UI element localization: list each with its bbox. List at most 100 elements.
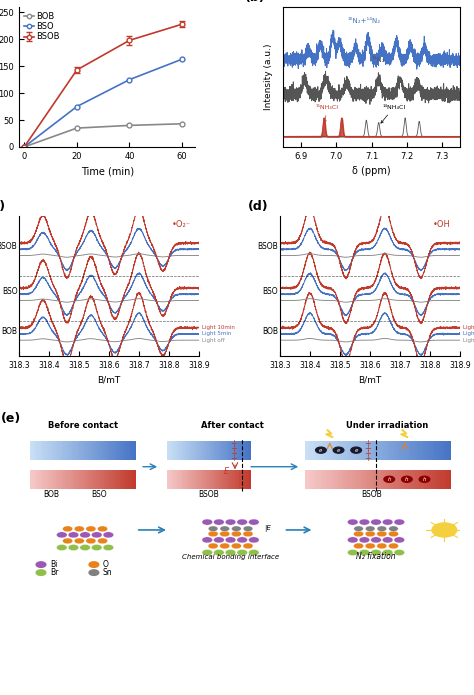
- Text: Light off: Light off: [463, 338, 474, 343]
- Bar: [221, 470, 223, 489]
- Bar: [173, 470, 175, 489]
- Bar: [407, 441, 410, 459]
- Bar: [93, 470, 96, 489]
- Bar: [81, 470, 83, 489]
- Bar: [182, 470, 184, 489]
- Bar: [106, 441, 108, 459]
- Bar: [53, 441, 55, 459]
- Bar: [219, 441, 220, 459]
- Circle shape: [248, 550, 259, 555]
- Bar: [117, 470, 118, 489]
- Text: BSO: BSO: [91, 490, 107, 499]
- Circle shape: [371, 550, 381, 555]
- X-axis label: δ (ppm): δ (ppm): [352, 166, 391, 177]
- Bar: [129, 441, 131, 459]
- Text: e: e: [337, 448, 340, 452]
- Bar: [88, 441, 91, 459]
- Bar: [239, 470, 241, 489]
- Bar: [246, 441, 248, 459]
- Text: +: +: [230, 439, 237, 448]
- Bar: [313, 470, 316, 489]
- Bar: [42, 470, 45, 489]
- Bar: [400, 470, 403, 489]
- BSO: [74, 102, 80, 111]
- Bar: [99, 441, 101, 459]
- Bar: [232, 441, 234, 459]
- Circle shape: [208, 531, 218, 537]
- Bar: [73, 470, 74, 489]
- Bar: [444, 441, 447, 459]
- Bar: [42, 441, 45, 459]
- Bar: [189, 470, 191, 489]
- Circle shape: [232, 526, 241, 532]
- Bar: [388, 441, 391, 459]
- Bar: [125, 441, 128, 459]
- Bar: [127, 470, 129, 489]
- Bar: [228, 441, 230, 459]
- Bar: [378, 441, 381, 459]
- Bar: [60, 470, 62, 489]
- Bar: [325, 470, 328, 489]
- Bar: [238, 441, 240, 459]
- Text: h: h: [423, 477, 426, 482]
- Circle shape: [347, 519, 358, 525]
- Text: +: +: [365, 444, 372, 453]
- Bar: [308, 470, 311, 489]
- Bar: [330, 441, 333, 459]
- Bar: [241, 470, 243, 489]
- BOB: [127, 121, 132, 129]
- Bar: [193, 470, 195, 489]
- Bar: [108, 470, 110, 489]
- Bar: [342, 441, 345, 459]
- Bar: [56, 470, 59, 489]
- Bar: [245, 441, 246, 459]
- Circle shape: [354, 531, 364, 537]
- Bar: [237, 441, 238, 459]
- Bar: [216, 441, 218, 459]
- Bar: [120, 441, 122, 459]
- Bar: [222, 441, 224, 459]
- Circle shape: [237, 537, 247, 543]
- Bar: [315, 441, 318, 459]
- Text: ¹⁴NH₄Cl: ¹⁴NH₄Cl: [381, 105, 405, 123]
- Circle shape: [202, 550, 212, 555]
- Text: Sn: Sn: [103, 568, 112, 577]
- Bar: [405, 470, 408, 489]
- Bar: [46, 441, 48, 459]
- Bar: [120, 470, 122, 489]
- Bar: [175, 441, 177, 459]
- Bar: [237, 470, 238, 489]
- Bar: [328, 441, 330, 459]
- Circle shape: [220, 526, 229, 532]
- Bar: [122, 441, 124, 459]
- Bar: [37, 470, 39, 489]
- Bar: [130, 441, 133, 459]
- Bar: [193, 441, 195, 459]
- Bar: [398, 470, 401, 489]
- Bar: [249, 470, 251, 489]
- Bar: [325, 441, 328, 459]
- Bar: [217, 470, 219, 489]
- Bar: [383, 470, 386, 489]
- Text: •OH: •OH: [433, 220, 451, 229]
- Bar: [417, 441, 420, 459]
- Bar: [169, 470, 171, 489]
- Circle shape: [225, 519, 236, 525]
- Bar: [412, 470, 415, 489]
- Bar: [221, 441, 223, 459]
- Bar: [91, 441, 94, 459]
- Bar: [30, 470, 32, 489]
- Text: Chemical bonding interface: Chemical bonding interface: [182, 554, 279, 559]
- Bar: [172, 470, 174, 489]
- Bar: [108, 441, 110, 459]
- Text: Light off: Light off: [202, 338, 225, 343]
- Bar: [71, 470, 73, 489]
- Circle shape: [209, 526, 218, 532]
- Bar: [219, 470, 221, 489]
- Circle shape: [354, 526, 364, 532]
- Circle shape: [394, 519, 405, 525]
- Bar: [209, 441, 210, 459]
- Bar: [322, 441, 325, 459]
- Bar: [356, 470, 359, 489]
- Text: Under irradiation: Under irradiation: [346, 421, 428, 430]
